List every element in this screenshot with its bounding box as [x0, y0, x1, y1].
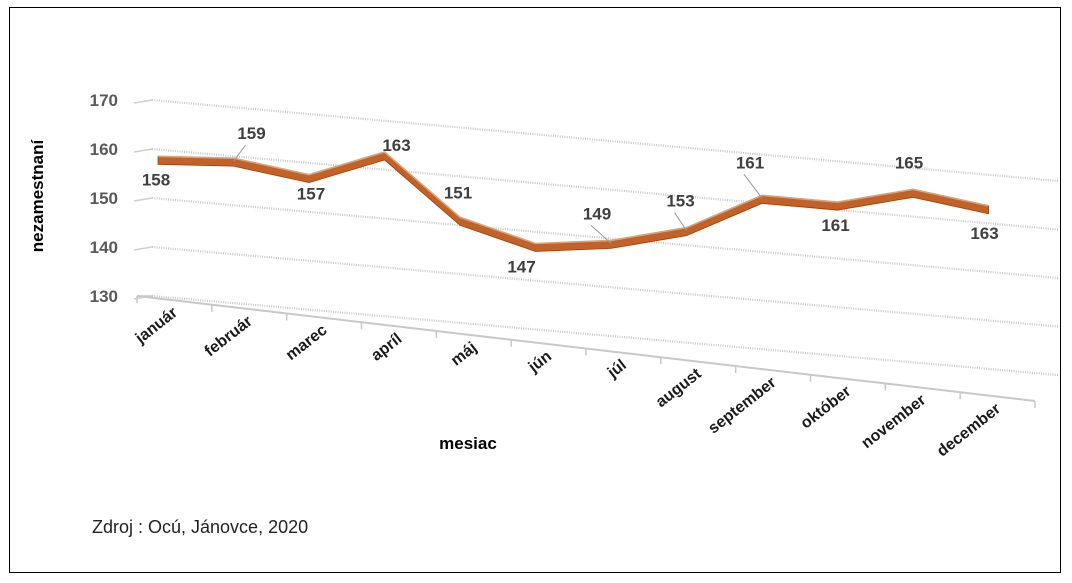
data-label: 153: [666, 192, 694, 211]
data-label: 165: [895, 153, 923, 172]
y-axis-title: nezamestnaní: [28, 139, 47, 253]
data-label: 163: [970, 224, 998, 243]
y-tick-label: 150: [90, 189, 118, 208]
x-tick-label: september: [705, 374, 779, 437]
data-labels: 158 159 157 163 151 147 149 153 161 161 165 163: [142, 124, 999, 276]
y-tick-labels: 130 140 150 160 170: [90, 91, 118, 306]
x-tick-label: júl: [604, 357, 630, 383]
series-ribbon: [157, 151, 989, 252]
gridline-side: [133, 148, 153, 153]
x-tick-label: apríl: [368, 330, 405, 364]
x-tick-label: október: [798, 383, 855, 433]
x-axis-title: mesiac: [439, 434, 497, 453]
data-label: 149: [583, 204, 611, 223]
leader-line: [233, 144, 246, 162]
data-label: 151: [444, 183, 472, 202]
y-tick-label: 140: [90, 238, 118, 257]
gridline-side: [133, 246, 153, 251]
series-line: [158, 151, 989, 245]
data-label: 159: [237, 124, 265, 143]
data-label: 157: [297, 185, 325, 204]
data-label: 161: [736, 153, 764, 172]
leader-line: [674, 212, 687, 231]
x-tick-label: august: [653, 365, 705, 411]
chart-frame: [9, 7, 1061, 573]
data-label: 147: [507, 258, 535, 277]
x-tick-label: marec: [283, 322, 331, 364]
data-label: 158: [142, 170, 170, 189]
source-note: Zdroj : Ocú, Jánovce, 2020: [92, 517, 309, 537]
gridlines: [133, 98, 1059, 408]
gridline-side: [133, 99, 153, 104]
x-tick-label: február: [202, 313, 256, 360]
series-ribbon-body: [157, 151, 989, 252]
data-label: 161: [821, 216, 849, 235]
x-tick-label: november: [858, 392, 929, 452]
data-label: 163: [382, 136, 410, 155]
y-tick-label: 160: [90, 140, 118, 159]
y-tick-label: 130: [90, 287, 118, 306]
x-tick-label: december: [934, 400, 1004, 460]
gridline-side: [133, 197, 153, 202]
leader-line: [743, 174, 763, 199]
x-tick-label: jún: [525, 348, 555, 377]
x-tick-label: január: [132, 304, 181, 348]
gridline: [151, 294, 1059, 377]
y-tick-label: 170: [90, 91, 118, 110]
x-tick-label: máj: [448, 339, 480, 369]
leader-line: [590, 225, 612, 244]
